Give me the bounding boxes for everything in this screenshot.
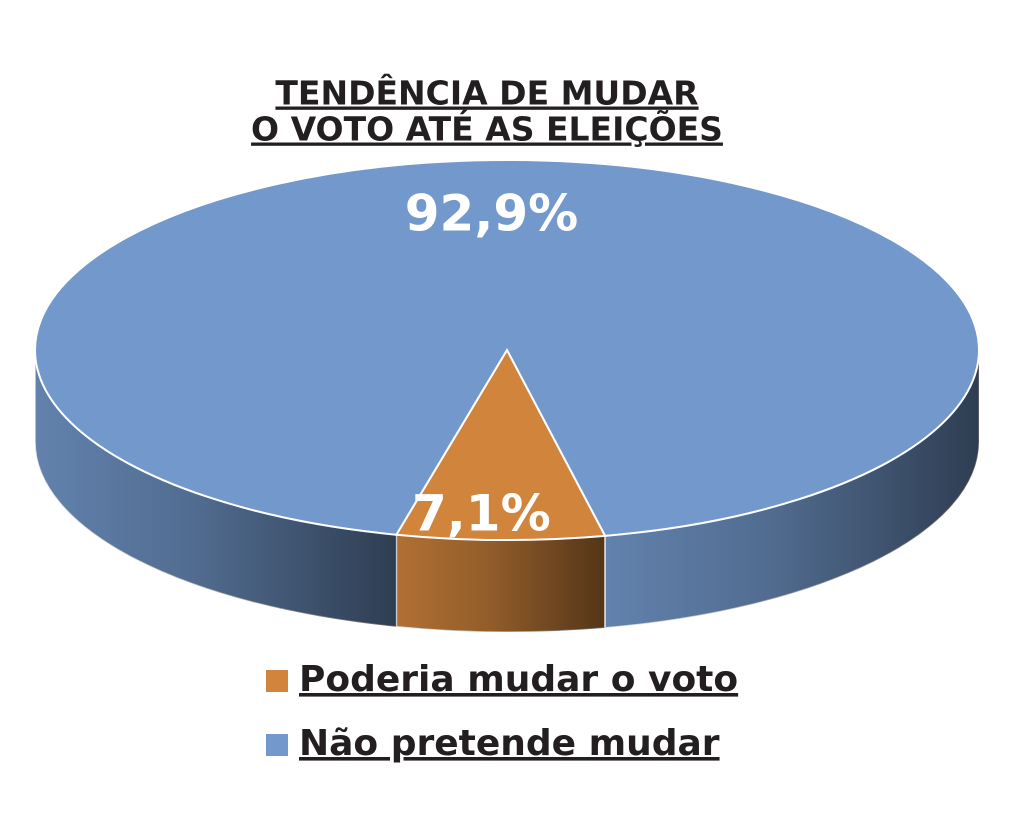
pie: 7,1% 92,9% bbox=[33, 159, 980, 633]
legend-swatch bbox=[266, 670, 288, 692]
legend-swatch bbox=[266, 734, 288, 756]
chart-title: TENDÊNCIA DE MUDAR bbox=[275, 73, 698, 113]
slice bbox=[33, 159, 980, 537]
slice bbox=[394, 347, 607, 541]
legend-label: Não pretende mudar bbox=[299, 723, 720, 764]
chart-title: O VOTO ATÉ AS ELEIÇÕES bbox=[251, 109, 723, 149]
data-label: 92,9% bbox=[405, 185, 578, 243]
legend-label: Poderia mudar o voto bbox=[299, 659, 738, 700]
legend: Poderia mudar o voto Não pretende mudar bbox=[266, 659, 738, 764]
slice-side bbox=[395, 533, 606, 633]
data-label: 7,1% bbox=[412, 485, 551, 543]
